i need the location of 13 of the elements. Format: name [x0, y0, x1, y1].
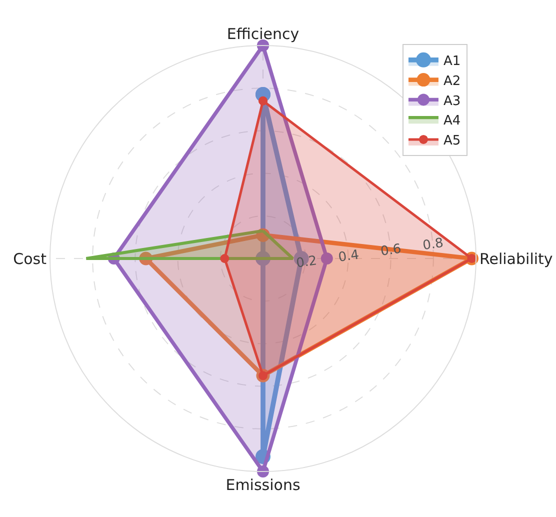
legend-label: A2: [443, 74, 461, 89]
y-tick-label: 0.2: [295, 254, 318, 272]
spoke-label: Reliability: [480, 250, 553, 268]
spoke-label: Cost: [13, 250, 47, 268]
legend-label: A3: [443, 94, 461, 109]
y-tick-label: 0.6: [380, 242, 402, 260]
spoke-label: Emissions: [226, 476, 300, 494]
legend-label: A5: [443, 134, 461, 149]
legend-label: A1: [443, 54, 461, 69]
spoke-label: Efficiency: [226, 25, 300, 43]
y-tick-label: 0.4: [337, 248, 360, 266]
y-tick-label: 0.8: [422, 236, 444, 254]
legend-label: A4: [443, 114, 461, 129]
